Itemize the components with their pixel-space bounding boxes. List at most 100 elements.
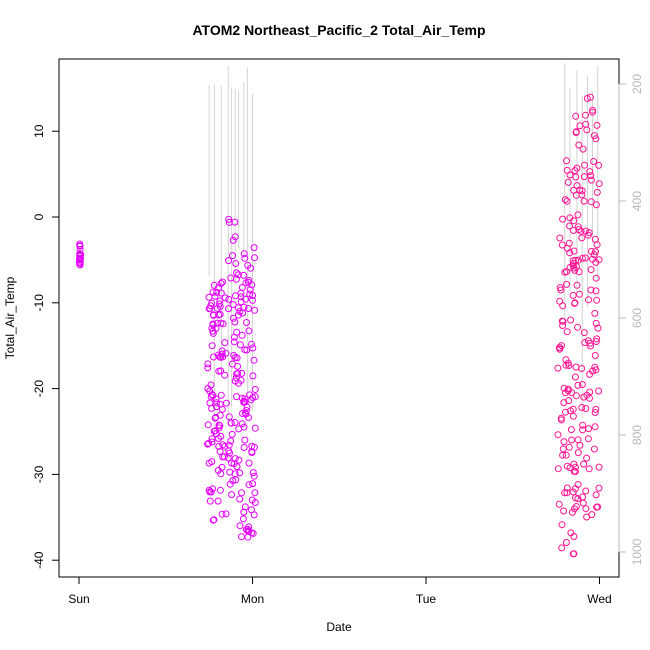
y-tick-label: -30	[32, 465, 46, 483]
data-point	[573, 281, 581, 289]
data-point	[238, 369, 246, 377]
data-point	[234, 271, 242, 279]
data-point	[231, 233, 239, 241]
data-point	[226, 449, 233, 457]
y-tick-label: 10	[32, 124, 46, 138]
data-point	[592, 248, 599, 256]
data-point	[229, 252, 236, 260]
data-point	[204, 421, 212, 429]
data-point	[558, 342, 565, 350]
data-point	[573, 182, 581, 190]
data-point	[587, 266, 595, 274]
data-point	[556, 284, 564, 292]
data-point	[230, 338, 238, 346]
data-point	[206, 497, 214, 505]
data-point	[229, 314, 237, 322]
data-point	[246, 286, 254, 294]
data-point	[593, 121, 601, 129]
data-point	[563, 157, 570, 165]
data-point	[76, 242, 84, 250]
data-point	[556, 297, 564, 305]
data-point	[571, 266, 579, 274]
data-point	[574, 436, 582, 444]
data-point	[245, 305, 252, 312]
data-point	[206, 399, 214, 407]
data-point	[246, 290, 254, 298]
data-point	[225, 215, 233, 223]
data-point	[213, 288, 221, 296]
data-point	[589, 255, 596, 263]
data-point	[244, 527, 252, 535]
data-point	[221, 339, 229, 347]
data-point	[232, 260, 240, 267]
data-point	[563, 484, 571, 492]
data-point	[211, 292, 219, 300]
data-point	[210, 516, 218, 524]
y-tick-label: -20	[32, 380, 46, 398]
data-point	[585, 465, 593, 473]
data-point	[578, 187, 586, 195]
data-point	[569, 550, 577, 558]
data-point	[240, 444, 248, 451]
data-point	[206, 387, 214, 395]
data-point	[231, 470, 239, 478]
data-point	[243, 319, 250, 326]
data-point	[559, 215, 567, 223]
data-point	[586, 93, 594, 101]
data-point	[593, 296, 601, 304]
data-point	[219, 278, 226, 286]
data-point	[242, 407, 250, 414]
data-point	[567, 426, 575, 434]
data-point	[76, 250, 84, 258]
data-point	[218, 347, 226, 355]
data-point	[568, 389, 576, 397]
data-point	[217, 470, 225, 478]
data-point	[228, 459, 235, 467]
data-point	[231, 419, 239, 426]
data-point	[579, 493, 586, 501]
y2-tick-label: 400	[630, 191, 644, 211]
data-point	[229, 477, 237, 485]
data-point	[592, 338, 600, 345]
data-point	[583, 95, 591, 102]
data-point	[593, 335, 601, 343]
data-point	[208, 299, 216, 307]
data-point	[566, 249, 574, 257]
data-point	[227, 437, 235, 445]
data-point	[251, 424, 259, 432]
data-points	[75, 93, 603, 558]
data-point	[595, 484, 603, 492]
data-point	[236, 522, 244, 530]
data-point	[564, 359, 572, 367]
y2-tick-label: 800	[630, 425, 644, 445]
data-point	[595, 463, 603, 471]
data-point	[575, 226, 583, 234]
y-axis: -40 -30 -20 -10 0 10	[32, 124, 60, 569]
data-point	[591, 409, 599, 416]
data-point	[587, 342, 594, 350]
x-axis-label: Date	[326, 620, 352, 634]
data-point	[251, 254, 258, 262]
data-point	[227, 274, 235, 282]
data-point	[215, 442, 223, 450]
data-point	[582, 254, 589, 262]
data-point	[569, 412, 577, 420]
data-point	[224, 454, 232, 462]
data-point	[568, 508, 576, 516]
data-point	[570, 533, 578, 540]
data-point	[218, 405, 226, 413]
data-point	[217, 353, 225, 361]
data-point	[573, 164, 581, 172]
data-point	[215, 300, 223, 308]
data-point	[582, 487, 590, 495]
data-point	[212, 413, 220, 421]
data-point	[236, 307, 244, 315]
y-axis-label: Total_Air_Temp	[3, 276, 17, 359]
data-point	[250, 472, 258, 480]
data-point	[578, 234, 586, 242]
data-point	[558, 521, 566, 529]
x-tick-label: Mon	[241, 592, 264, 606]
data-point	[213, 304, 221, 312]
data-point	[562, 539, 570, 546]
data-point	[219, 320, 227, 328]
